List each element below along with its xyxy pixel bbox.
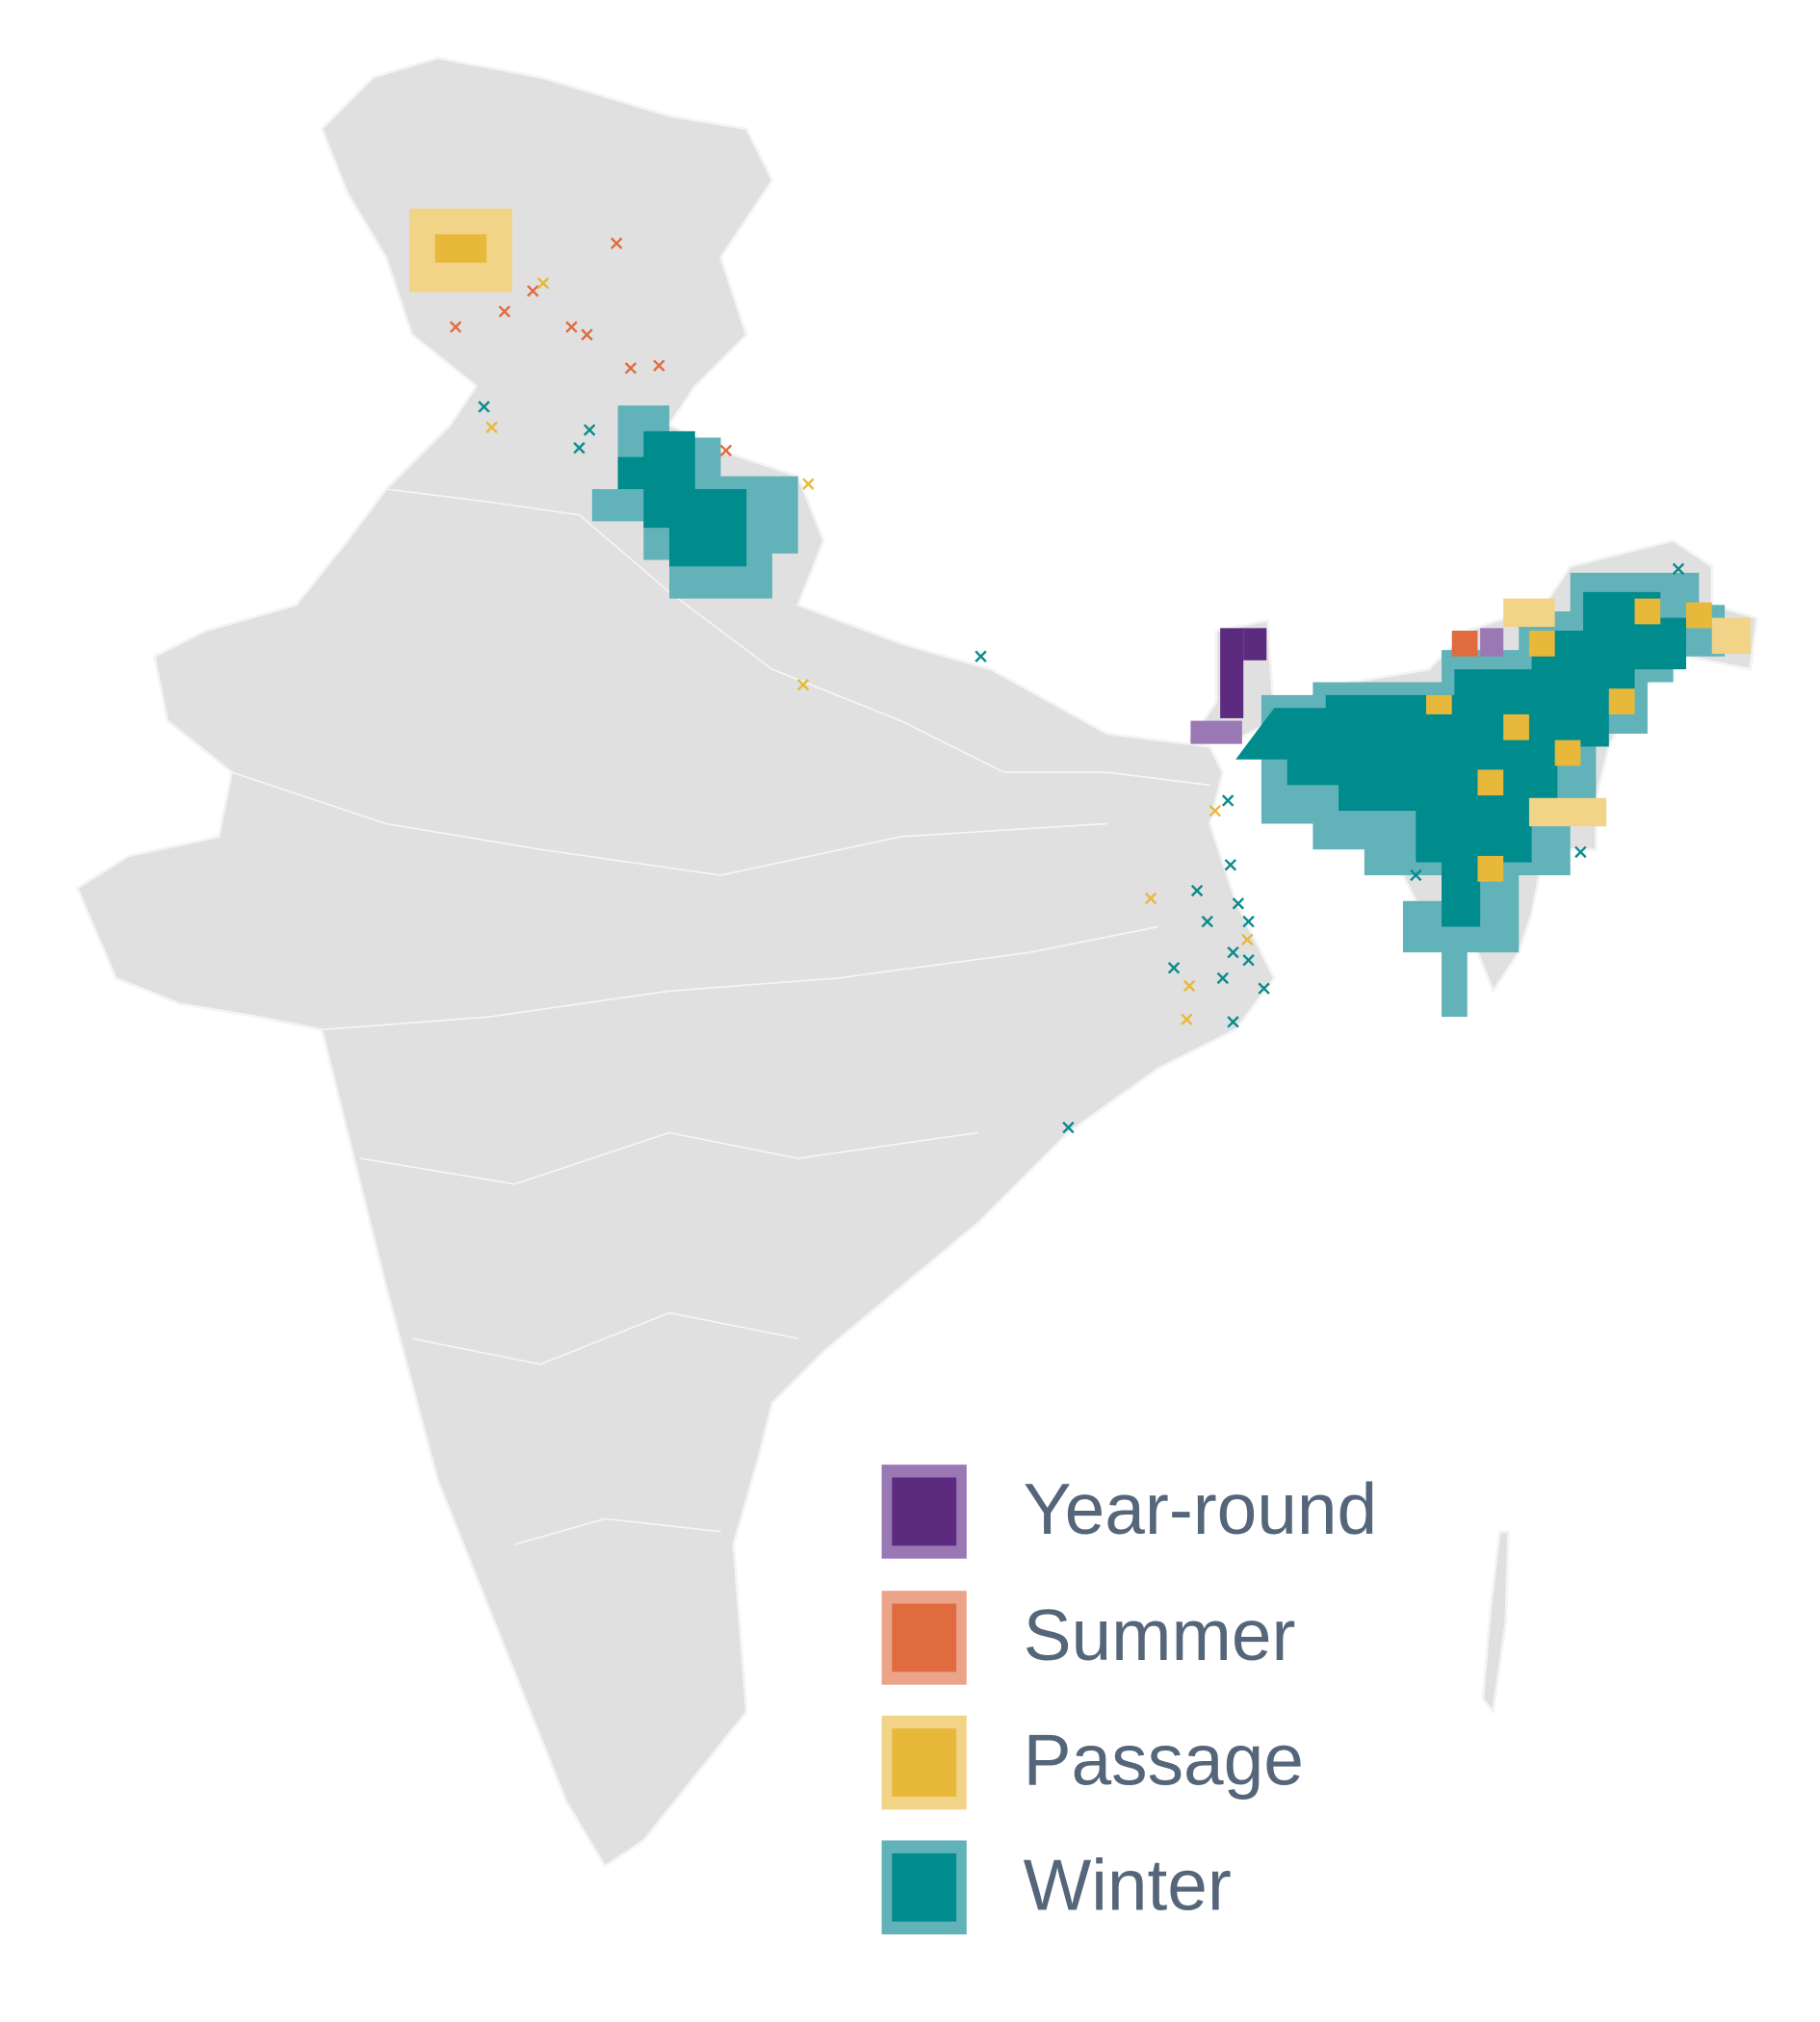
record-markers	[449, 237, 1685, 1134]
passage-cell	[1528, 631, 1555, 657]
passage-cell	[1634, 598, 1661, 625]
legend-swatch	[892, 1728, 957, 1798]
passage-cell	[1608, 688, 1635, 714]
passage-cell	[1503, 713, 1529, 740]
legend-label: Summer	[1024, 1594, 1296, 1675]
islands	[1481, 1530, 1510, 1716]
passage-cell	[1477, 855, 1504, 882]
yearround-cell	[1190, 720, 1242, 744]
yearround-cell	[1243, 628, 1267, 661]
legend-item: Winter	[881, 1840, 1232, 1935]
legend-swatch	[892, 1603, 957, 1672]
passage-cell	[1685, 602, 1712, 629]
winter-record	[478, 401, 1685, 1134]
legend-item: Passage	[881, 1715, 1304, 1810]
yearround-cell	[1480, 628, 1504, 657]
legend-swatch	[892, 1477, 957, 1546]
passage-cell	[1503, 598, 1555, 628]
winter-cell	[1235, 591, 1686, 927]
summer-cell	[1451, 631, 1478, 657]
passage-cell	[434, 234, 487, 263]
legend-swatch	[892, 1853, 957, 1922]
state-border	[360, 1131, 978, 1185]
legend-label: Year-round	[1024, 1468, 1378, 1549]
passage-cell	[1477, 769, 1504, 796]
state-border	[385, 488, 1210, 787]
passage-cell	[1554, 739, 1581, 766]
summer-record	[449, 237, 733, 457]
range-cells	[409, 208, 1751, 1018]
state-border	[231, 771, 1107, 876]
state-border	[411, 1311, 798, 1365]
state-border	[322, 925, 1159, 1031]
passage-cell	[1711, 617, 1751, 655]
legend-item: Year-round	[881, 1465, 1378, 1559]
passage-cell	[1425, 694, 1452, 714]
legend: Year-round Summer Passage Winter	[881, 1465, 1378, 1935]
legend-label: Passage	[1024, 1720, 1304, 1801]
yearround-cell	[1220, 628, 1244, 718]
passage-cell	[1528, 797, 1607, 827]
winter-cell	[617, 430, 747, 567]
legend-label: Winter	[1024, 1844, 1232, 1925]
state-border	[514, 1517, 721, 1545]
legend-item: Summer	[881, 1591, 1296, 1685]
passage-record	[485, 276, 1254, 1025]
